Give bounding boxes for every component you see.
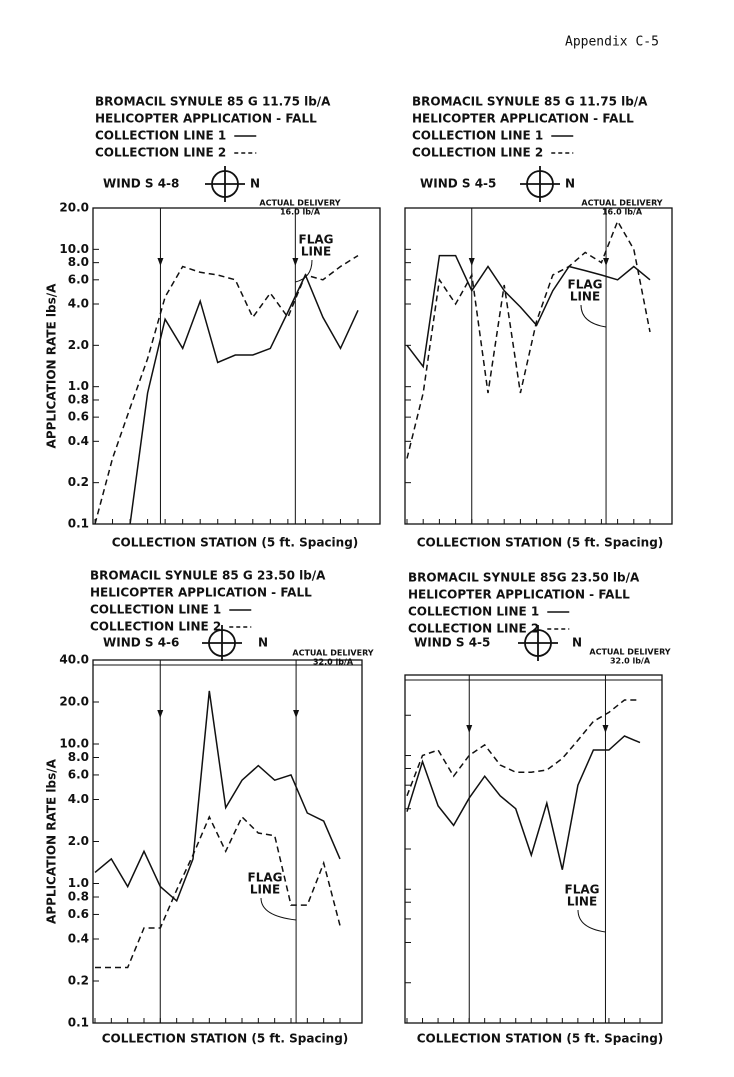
chart-header: BROMACIL SYNULE 85 G 11.75 lb/A (412, 95, 648, 109)
flag-arrow (157, 258, 164, 266)
y-tick-label: 2.0 (68, 338, 89, 352)
y-tick-label: 1.0 (68, 379, 89, 393)
flag-label: LINE (250, 883, 280, 897)
y-tick-label: 10.0 (59, 736, 89, 750)
x-axis-label: COLLECTION STATION (5 ft. Spacing) (417, 1032, 664, 1046)
y-tick-label: 0.1 (68, 1016, 89, 1030)
delivery-note: ACTUAL DELIVERY (259, 199, 340, 208)
data-line (406, 699, 640, 797)
x-axis-label: COLLECTION STATION (5 ft. Spacing) (102, 1032, 349, 1046)
y-tick-label: 8.0 (68, 750, 89, 764)
x-axis-label: COLLECTION STATION (5 ft. Spacing) (417, 536, 664, 550)
data-line (94, 690, 341, 903)
flag-label: FLAG (299, 233, 334, 247)
flag-arrow (157, 710, 164, 718)
flag-pointer (577, 909, 606, 933)
delivery-note: ACTUAL DELIVERY (581, 199, 662, 208)
data-line (95, 815, 341, 969)
y-tick-label: 0.2 (68, 974, 89, 988)
legend-label: COLLECTION LINE 2 (95, 146, 226, 160)
legend-label: COLLECTION LINE 1 (95, 129, 226, 143)
flag-arrow (602, 725, 609, 733)
y-tick-label: 20.0 (59, 694, 89, 708)
delivery-note: ACTUAL DELIVERY (589, 648, 670, 657)
y-tick-label: 4.0 (68, 792, 89, 806)
flag-label: LINE (567, 895, 597, 909)
y-tick-label: 0.6 (68, 907, 89, 921)
chart-header: BROMACIL SYNULE 85 G 23.50 lb/A (90, 569, 326, 583)
chart-header: HELICOPTER APPLICATION - FALL (412, 112, 634, 126)
wind-label: WIND S 4-8 (103, 177, 179, 191)
legend-label: COLLECTION LINE 1 (90, 603, 221, 617)
chart-header: BROMACIL SYNULE 85 G 11.75 lb/A (95, 95, 331, 109)
delivery-note: 32.0 lb/A (610, 657, 651, 666)
y-tick-label: 0.2 (68, 475, 89, 489)
flag-arrow (466, 725, 473, 733)
wind-label: WIND S 4-5 (420, 177, 496, 191)
plot-frame (92, 659, 363, 1024)
chart-header: BROMACIL SYNULE 85G 23.50 lb/A (408, 571, 640, 585)
y-tick-label: 40.0 (59, 653, 89, 667)
y-tick-label: 0.4 (68, 932, 89, 946)
legend-label: COLLECTION LINE 1 (408, 605, 539, 619)
flag-arrow (293, 710, 300, 718)
delivery-note: ACTUAL DELIVERY (292, 649, 373, 658)
data-line (94, 254, 359, 525)
x-axis-label: COLLECTION STATION (5 ft. Spacing) (112, 536, 359, 550)
y-tick-label: 6.0 (68, 767, 89, 781)
y-tick-label: 0.6 (68, 410, 89, 424)
data-line (129, 273, 359, 525)
delivery-note: 32.0 lb/A (313, 658, 354, 667)
compass-label: N (565, 177, 575, 191)
page-header: Appendix C-5 (565, 35, 659, 50)
y-axis-label: APPLICATION RATE lbs/A (45, 758, 59, 924)
legend-label: COLLECTION LINE 2 (90, 620, 221, 634)
compass-label: N (572, 636, 582, 650)
data-line (406, 219, 651, 459)
flag-arrow (292, 258, 299, 266)
legend-label: COLLECTION LINE 2 (412, 146, 543, 160)
flag-arrow (603, 258, 610, 266)
flag-label: FLAG (568, 278, 603, 292)
plot-frame (404, 207, 673, 525)
y-tick-label: 0.8 (68, 890, 89, 904)
flag-label: LINE (570, 290, 600, 304)
y-tick-label: 0.1 (68, 517, 89, 531)
chart-header: HELICOPTER APPLICATION - FALL (95, 112, 317, 126)
delivery-note: 16.0 lb/A (280, 208, 321, 217)
y-tick-label: 10.0 (59, 242, 89, 256)
flag-arrow (468, 258, 475, 266)
data-line (406, 254, 651, 369)
y-tick-label: 6.0 (68, 272, 89, 286)
flag-pointer (580, 304, 607, 328)
y-tick-label: 1.0 (68, 876, 89, 890)
flag-label: LINE (301, 245, 331, 259)
wind-label: WIND S 4-5 (414, 636, 490, 650)
plot-frame (92, 207, 381, 525)
data-line (406, 735, 641, 870)
flag-pointer (260, 897, 297, 921)
y-tick-label: 8.0 (68, 255, 89, 269)
flag-label: FLAG (248, 871, 283, 885)
flag-pointer (295, 259, 313, 283)
wind-label: WIND S 4-6 (103, 636, 179, 650)
y-axis-label: APPLICATION RATE lbs/A (45, 283, 59, 449)
delivery-note: 16.0 lb/A (602, 208, 643, 217)
chart-header: HELICOPTER APPLICATION - FALL (90, 586, 312, 600)
y-tick-label: 0.4 (68, 434, 89, 448)
legend-label: COLLECTION LINE 2 (408, 622, 539, 636)
flag-label: FLAG (565, 883, 600, 897)
y-tick-label: 4.0 (68, 296, 89, 310)
chart-header: HELICOPTER APPLICATION - FALL (408, 588, 630, 602)
compass-label: N (250, 177, 260, 191)
legend-label: COLLECTION LINE 1 (412, 129, 543, 143)
y-tick-label: 0.8 (68, 392, 89, 406)
compass-label: N (258, 636, 268, 650)
y-tick-label: 20.0 (59, 201, 89, 215)
y-tick-label: 2.0 (68, 834, 89, 848)
